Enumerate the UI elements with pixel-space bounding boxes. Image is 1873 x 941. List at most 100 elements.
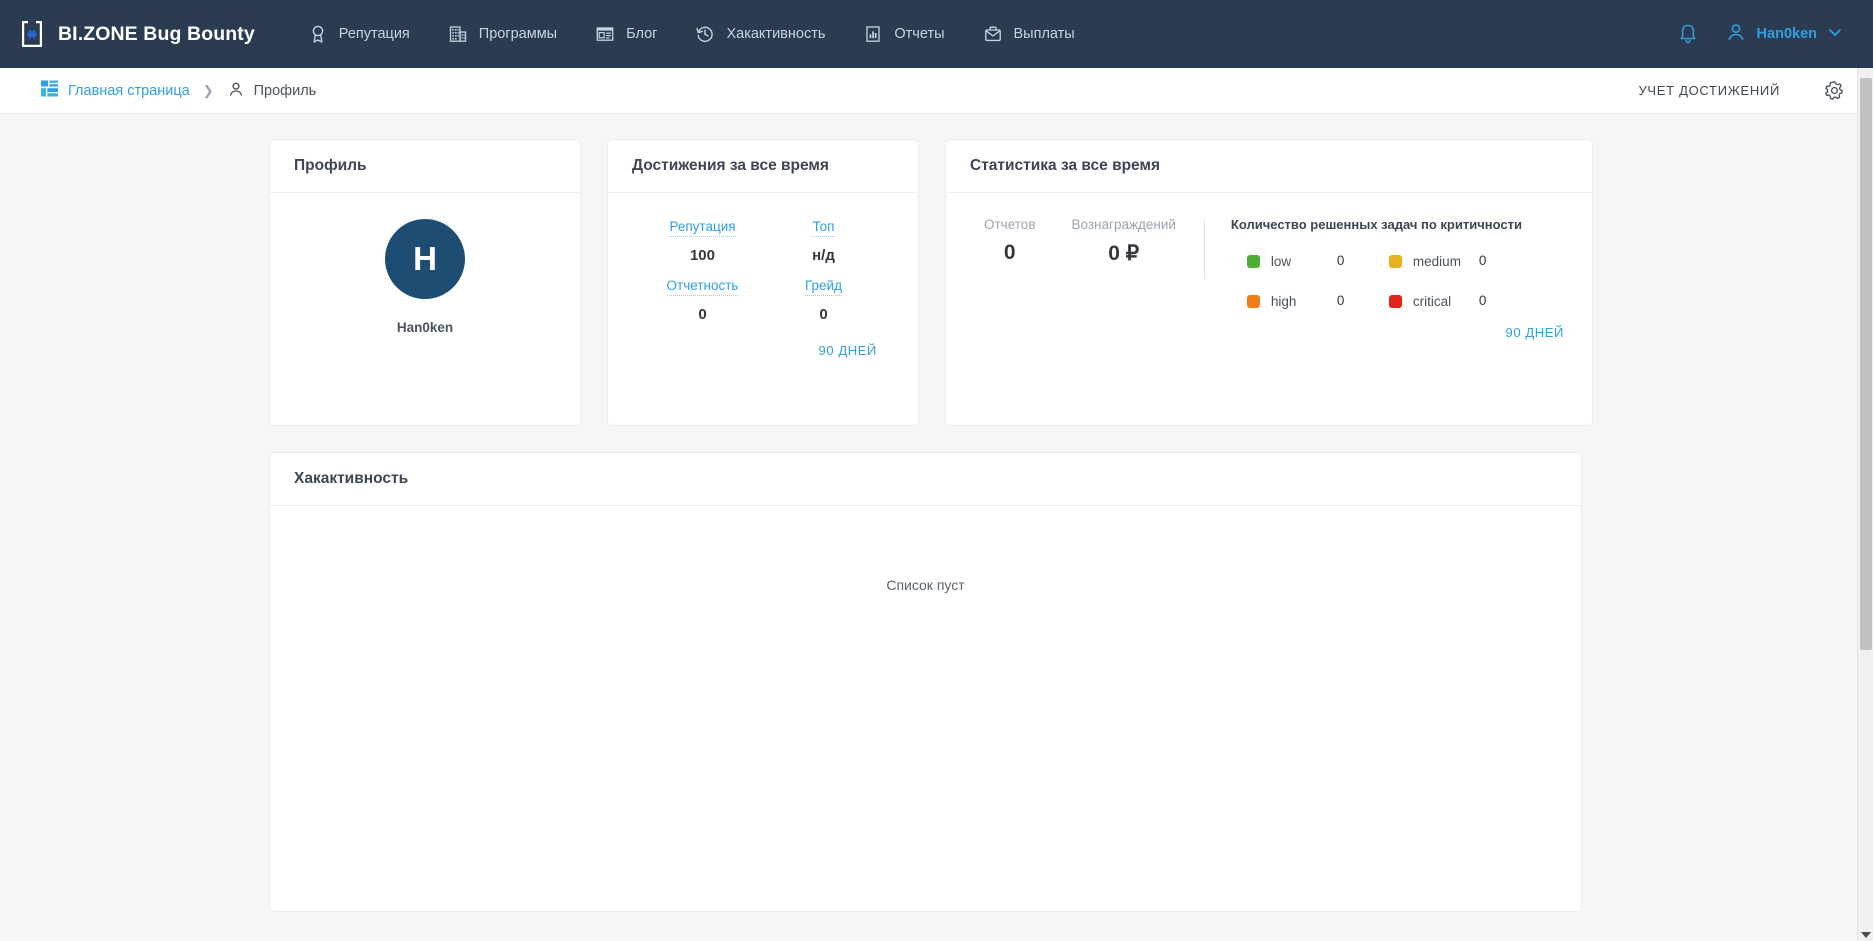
card-header: Хакактивность [270, 453, 1581, 506]
breadcrumb: Главная страница ❯ Профиль [40, 79, 316, 102]
breadcrumb-bar: Главная страница ❯ Профиль УЧЕТ ДОСТИЖЕН… [0, 68, 1873, 114]
metric-label: Отчетов [984, 217, 1036, 232]
metric-label[interactable]: Грейд [805, 278, 842, 296]
achievements-accounting-button[interactable]: УЧЕТ ДОСТИЖЕНИЙ [1638, 83, 1780, 98]
severity-label-critical: critical [1412, 294, 1452, 310]
nav-item-reputation[interactable]: Репутация [289, 0, 429, 68]
brand-logo-link[interactable]: BI.ZONE Bug Bounty [18, 19, 255, 49]
metric-value: 0 ₽ [1108, 242, 1140, 265]
nav-item-label: Выплаты [1013, 26, 1075, 42]
nav-item-programs[interactable]: Программы [429, 0, 576, 68]
statistics-inner: Отчетов 0 Вознаграждений 0 ₽ Количество … [970, 217, 1568, 313]
statistics-days-row: 90 ДНЕЙ [970, 325, 1568, 340]
nav-item-payouts[interactable]: Выплаты [964, 0, 1094, 68]
metric-reporting: Отчетность 0 [666, 278, 739, 323]
breadcrumb-home-label: Главная страница [68, 82, 190, 99]
scroll-down-arrow-icon[interactable] [1861, 932, 1871, 938]
nav-item-label: Отчеты [894, 26, 945, 42]
history-clock-icon [695, 24, 715, 44]
avatar[interactable]: H [385, 219, 465, 299]
nav-item-label: Хакактивность [726, 26, 826, 42]
achievements-card-title: Достижения за все время [632, 157, 829, 174]
nav-item-label: Блог [626, 26, 658, 42]
severity-grid: low 0 medium 0 high 0 critical 0 [1231, 252, 1568, 313]
card-body: Репутация 100 Топ н/д Отчетность 0 [608, 193, 918, 425]
metric-label: Вознаграждений [1071, 217, 1176, 232]
statistics-metrics: Отчетов 0 Вознаграждений 0 ₽ [970, 217, 1204, 313]
severity-breakdown: Количество решенных задач по критичности… [1205, 217, 1568, 313]
newspaper-icon [595, 24, 615, 44]
user-name: Han0ken [1756, 26, 1817, 42]
card-body: Список пуст [270, 506, 1581, 911]
nav-item-label: Программы [478, 26, 558, 42]
card-body: H Han0ken [270, 193, 580, 425]
profile-username: Han0ken [396, 320, 454, 335]
metric-label[interactable]: Топ [812, 219, 835, 237]
metric-label[interactable]: Репутация [669, 219, 736, 237]
achievements-days-row: 90 ДНЕЙ [642, 343, 884, 358]
nav-items: Репутация [289, 0, 1094, 68]
scrollbar-thumb[interactable] [1860, 78, 1872, 650]
metric-reports: Отчетов 0 [984, 217, 1036, 313]
bug-logo-icon [18, 19, 46, 49]
nav-item-blog[interactable]: Блог [576, 0, 676, 68]
medal-icon [308, 24, 328, 44]
achievements-card: Достижения за все время Репутация 100 То… [607, 139, 919, 426]
bell-icon[interactable] [1677, 22, 1699, 46]
breadcrumb-profile-label: Профиль [253, 82, 317, 99]
nav-item-hackactivity[interactable]: Хакактивность [676, 0, 844, 68]
nav-item-reports[interactable]: Отчеты [844, 0, 963, 68]
chevron-down-icon [1827, 25, 1843, 43]
metric-value: 0 [698, 306, 707, 323]
brand-title: BI.ZONE Bug Bounty [58, 22, 255, 45]
card-header: Достижения за все время [608, 140, 918, 193]
user-icon [1725, 21, 1747, 48]
severity-label-low: low [1270, 254, 1292, 269]
severity-breakdown-title: Количество решенных задач по критичности [1230, 217, 1522, 232]
severity-count-medium: 0 [1478, 253, 1487, 268]
page-scrollbar[interactable] [1857, 68, 1873, 941]
metric-rewards: Вознаграждений 0 ₽ [1072, 217, 1176, 313]
metric-value: 0 [1003, 241, 1016, 264]
achievements-90-days-link[interactable]: 90 ДНЕЙ [818, 343, 877, 358]
gear-icon[interactable] [1824, 80, 1845, 101]
severity-swatch-low [1246, 255, 1260, 268]
achievements-metrics-grid: Репутация 100 Топ н/д Отчетность 0 [642, 219, 884, 323]
nav-item-label: Репутация [338, 26, 410, 42]
metric-value: н/д [812, 247, 835, 264]
building-icon [448, 24, 468, 44]
card-header: Статистика за все время [946, 140, 1592, 193]
profile-card-title: Профиль [294, 157, 367, 174]
severity-count-high: 0 [1336, 293, 1345, 309]
cards-row-bottom: Хакактивность Список пуст [0, 426, 1873, 912]
breadcrumb-item-home[interactable]: Главная страница [40, 79, 190, 102]
severity-count-low: 0 [1336, 253, 1345, 268]
severity-label-high: high [1270, 294, 1297, 310]
user-menu[interactable]: Han0ken [1725, 21, 1843, 48]
metric-top: Топ н/д [812, 219, 835, 264]
bar-chart-doc-icon [863, 24, 883, 44]
hackactivity-card-title: Хакактивность [294, 470, 409, 487]
card-body: Отчетов 0 Вознаграждений 0 ₽ Количество … [946, 193, 1592, 425]
metric-grade: Грейд 0 [805, 278, 842, 323]
breadcrumb-item-profile: Профиль [227, 80, 317, 102]
severity-count-critical: 0 [1478, 293, 1487, 309]
briefcase-icon [983, 24, 1003, 44]
statistics-90-days-link[interactable]: 90 ДНЕЙ [1505, 324, 1564, 340]
metric-value: 100 [689, 247, 715, 264]
severity-swatch-medium [1388, 255, 1402, 268]
card-header: Профиль [270, 140, 580, 193]
profile-card: Профиль H Han0ken [269, 139, 581, 426]
breadcrumb-actions: УЧЕТ ДОСТИЖЕНИЙ [1638, 80, 1845, 101]
metric-value: 0 [819, 306, 828, 323]
vertical-divider [1203, 219, 1205, 279]
metric-label[interactable]: Отчетность [666, 278, 739, 296]
avatar-initial: H [413, 240, 437, 277]
main-content: Профиль H Han0ken Достижения за все врем… [0, 114, 1873, 941]
cards-row-top: Профиль H Han0ken Достижения за все врем… [0, 139, 1873, 426]
nav-right-group: Han0ken [1677, 0, 1843, 68]
metric-reputation: Репутация 100 [669, 219, 736, 264]
top-navigation-bar: BI.ZONE Bug Bounty Репутация [0, 0, 1873, 68]
user-icon [227, 80, 245, 102]
